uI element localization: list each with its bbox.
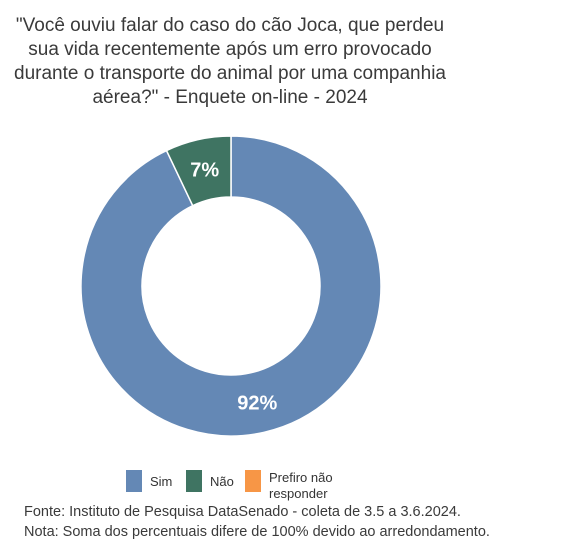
slice-sim <box>80 135 382 437</box>
slice-nao <box>165 135 232 207</box>
chart-title-line: durante o transporte do animal por uma c… <box>14 63 446 84</box>
footnotes: Fonte: Instituto de Pesquisa DataSenado … <box>24 502 490 542</box>
chart-title: "Você ouviu falar do caso do cão Joca, q… <box>0 14 460 110</box>
data-label-nao: 7% <box>190 159 219 181</box>
source-note: Fonte: Instituto de Pesquisa DataSenado … <box>24 504 461 520</box>
data-label-sim: 92% <box>237 393 277 415</box>
rounding-note: Nota: Soma dos percentuais difere de 100… <box>24 524 490 540</box>
chart-title-line: "Você ouviu falar do caso do cão Joca, q… <box>15 15 445 36</box>
chart-title-line: aérea?" - Enquete on-line - 2024 <box>92 87 368 108</box>
donut-slices <box>80 135 382 437</box>
donut-data-labels: 92% 7% <box>190 159 277 414</box>
chart-title-line: sua vida recentemente após um erro provo… <box>28 39 432 60</box>
